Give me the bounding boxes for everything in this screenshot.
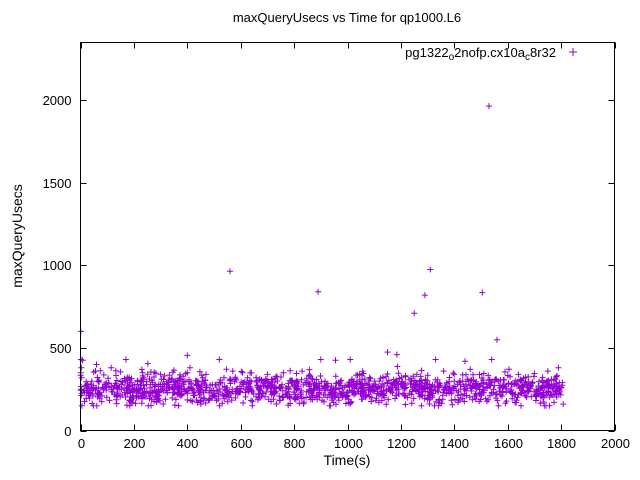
x-tick-label: 1000 bbox=[334, 436, 363, 451]
x-tick-label: 200 bbox=[124, 436, 146, 451]
data-points bbox=[77, 103, 567, 409]
y-tick-label: 0 bbox=[64, 424, 71, 439]
x-tick-label: 2000 bbox=[601, 436, 630, 451]
y-tick-label: 500 bbox=[50, 341, 72, 356]
plot-border bbox=[80, 42, 615, 431]
legend-label: pg1322o2nofp.cx10ac8r32 bbox=[405, 45, 556, 63]
x-tick-label: 0 bbox=[78, 436, 85, 451]
x-axis-label: Time(s) bbox=[323, 452, 371, 468]
x-tick-label: 600 bbox=[231, 436, 253, 451]
x-tick-label: 400 bbox=[177, 436, 199, 451]
y-tick-label: 1000 bbox=[43, 258, 72, 273]
y-axis-label: maxQueryUsecs bbox=[9, 184, 25, 288]
x-tick-label: 1400 bbox=[440, 436, 469, 451]
y-tick-label: 1500 bbox=[43, 176, 72, 191]
chart-title: maxQueryUsecs vs Time for qp1000.L6 bbox=[232, 10, 462, 25]
x-tick-label: 1600 bbox=[494, 436, 523, 451]
x-tick-label: 1200 bbox=[387, 436, 416, 451]
y-tick-label: 2000 bbox=[43, 93, 72, 108]
legend-marker bbox=[569, 48, 577, 56]
x-tick-label: 800 bbox=[284, 436, 306, 451]
x-tick-label: 1800 bbox=[547, 436, 576, 451]
